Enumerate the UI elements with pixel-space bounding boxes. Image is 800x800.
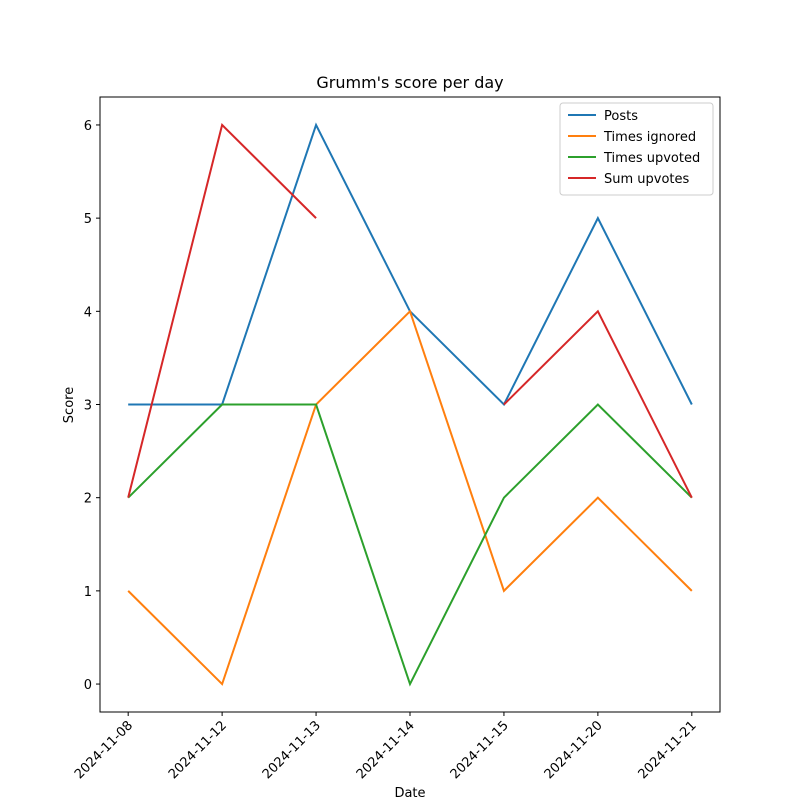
legend-label: Sum upvotes bbox=[604, 172, 690, 187]
y-axis-label: Score bbox=[62, 387, 77, 423]
y-tick-label: 4 bbox=[84, 305, 92, 320]
y-tick-label: 0 bbox=[84, 678, 92, 693]
chart-title: Grumm's score per day bbox=[316, 73, 503, 92]
legend-label: Posts bbox=[604, 109, 638, 124]
legend-label: Times upvoted bbox=[603, 151, 700, 166]
line bbox=[127, 123, 693, 499]
legend-label: Times ignored bbox=[603, 130, 696, 145]
x-tick-label: 2024-11-14 bbox=[354, 718, 418, 782]
y-tick-label: 1 bbox=[84, 585, 92, 600]
x-tick-label: 2024-11-15 bbox=[448, 718, 512, 782]
y-tick-label: 6 bbox=[84, 119, 92, 134]
x-tick-label: 2024-11-13 bbox=[260, 718, 324, 782]
line bbox=[127, 403, 693, 687]
x-tick-label: 2024-11-21 bbox=[636, 718, 700, 782]
plot-frame bbox=[99, 96, 721, 713]
x-tick-label: 2024-11-12 bbox=[166, 718, 230, 782]
x-axis-label: Date bbox=[394, 786, 425, 800]
x-tick-label: 2024-11-20 bbox=[542, 718, 606, 782]
legend-frame bbox=[559, 102, 714, 196]
line bbox=[127, 309, 693, 686]
y-tick-label: 3 bbox=[84, 399, 92, 414]
y-tick-label: 2 bbox=[84, 492, 92, 507]
y-tick-label: 5 bbox=[84, 212, 92, 227]
x-tick-label: 2024-11-08 bbox=[72, 718, 136, 782]
